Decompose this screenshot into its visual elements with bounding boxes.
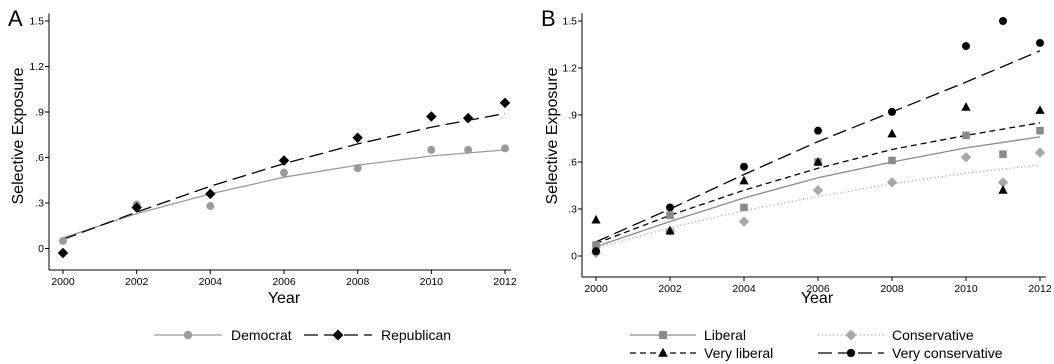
y-tick-label: 0 <box>38 243 44 255</box>
data-point <box>999 150 1007 158</box>
data-point <box>464 145 473 154</box>
data-point <box>666 211 674 220</box>
data-point <box>960 152 972 163</box>
y-tick-label: 1.5 <box>562 16 577 28</box>
data-point <box>592 241 600 249</box>
data-point <box>426 111 437 122</box>
data-point <box>352 132 363 144</box>
x-tick-label: 2010 <box>420 276 444 288</box>
legend-label: Democrat <box>231 327 292 343</box>
x-axis-title: Year <box>268 290 301 307</box>
panel-label: B <box>541 6 556 31</box>
legend-label: Republican <box>381 327 451 343</box>
x-tick-label: 2004 <box>199 276 223 288</box>
data-point <box>886 177 898 188</box>
y-tick-label: .9 <box>35 107 44 119</box>
x-tick-label: 2004 <box>732 283 756 295</box>
y-axis-title: Selective Exposure <box>544 67 561 204</box>
x-tick-label: 2012 <box>493 276 517 288</box>
x-tick-label: 2008 <box>346 276 370 288</box>
data-point <box>812 184 824 196</box>
y-tick-label: .9 <box>568 110 577 122</box>
data-point <box>592 247 600 256</box>
data-point <box>814 126 822 135</box>
data-point <box>499 97 511 109</box>
data-point <box>739 175 749 185</box>
panel-a: A Selective Exposure Year 0 .3 .6 .9 1.2 1.5 2… <box>8 6 517 343</box>
data-point <box>962 131 970 140</box>
data-point <box>813 156 823 166</box>
data-point <box>961 102 971 111</box>
data-point <box>1036 126 1044 135</box>
x-tick-label: 2000 <box>51 276 75 288</box>
y-tick-label: 0 <box>571 251 577 263</box>
legend-marker <box>659 331 667 339</box>
data-point <box>462 112 474 124</box>
x-tick-label: 2002 <box>125 276 149 288</box>
data-point <box>998 185 1008 194</box>
y-axis-title: Selective Exposure <box>10 67 27 204</box>
data-point <box>665 225 675 235</box>
panel-b: B Selective Exposure Year 0 .3 .6 .9 1.2 1.5 2… <box>541 6 1052 361</box>
data-point <box>205 188 216 200</box>
legend-marker <box>846 348 856 358</box>
x-tick-label: 2006 <box>806 283 830 295</box>
data-point <box>353 164 362 173</box>
legend-marker <box>658 347 668 357</box>
x-axis-title: Year <box>801 290 834 307</box>
series-fit-line <box>62 149 506 239</box>
data-point <box>427 145 436 154</box>
y-tick-label: .3 <box>35 198 44 210</box>
x-tick-label: 2010 <box>954 283 978 295</box>
x-tick-label: 2012 <box>1028 283 1052 295</box>
x-tick-label: 2000 <box>584 283 608 295</box>
data-point <box>887 128 897 138</box>
data-point <box>131 202 142 213</box>
data-point <box>59 236 67 245</box>
legend-label: Liberal <box>704 327 746 343</box>
x-tick-label: 2002 <box>658 283 682 295</box>
data-point <box>57 247 69 259</box>
data-point <box>740 203 748 212</box>
legend-marker <box>845 329 857 341</box>
series-fit-line <box>595 136 1041 248</box>
panel-label: A <box>8 6 23 31</box>
y-tick-label: 1.2 <box>29 61 44 73</box>
data-point <box>962 42 970 51</box>
data-point <box>738 216 750 227</box>
y-tick-label: 1.5 <box>29 16 44 28</box>
x-tick-label: 2008 <box>880 283 904 295</box>
data-point <box>666 203 674 212</box>
y-tick-label: .3 <box>568 204 577 216</box>
data-point <box>1035 105 1045 114</box>
y-tick-label: .6 <box>568 157 577 169</box>
legend-label: Conservative <box>892 327 974 343</box>
x-tick-label: 2006 <box>272 276 296 288</box>
data-point <box>997 177 1009 188</box>
data-point <box>999 17 1007 25</box>
data-point <box>591 214 601 224</box>
data-point <box>888 107 896 116</box>
legend-marker <box>332 329 344 341</box>
legend-label: Very conservative <box>892 345 1003 361</box>
data-point <box>206 202 215 211</box>
data-point <box>740 162 748 171</box>
data-point <box>278 155 290 166</box>
data-point <box>1034 147 1046 158</box>
data-point <box>1036 38 1044 47</box>
data-point <box>501 144 509 153</box>
legend-label: Very liberal <box>704 345 773 361</box>
data-point <box>888 156 896 165</box>
legend-marker <box>183 330 193 340</box>
y-tick-label: 1.2 <box>562 63 577 75</box>
y-tick-label: .6 <box>35 152 44 164</box>
data-point <box>280 168 288 177</box>
series-fit-line <box>595 122 1041 245</box>
